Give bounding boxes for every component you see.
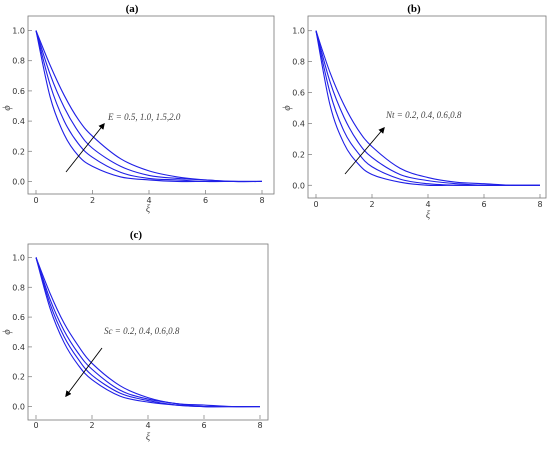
y-tick-label: 0.0: [12, 177, 25, 186]
x-tick-label: 8: [257, 421, 262, 430]
panel-b-title: (b): [407, 3, 421, 15]
panel-a-xlabel: ξ: [146, 204, 151, 215]
x-tick-label: 6: [203, 196, 208, 205]
panel-a-yticks: 0.0 0.2 0.4 0.6 0.8 1.0: [12, 27, 32, 186]
series-line-3: [315, 30, 540, 186]
y-tick-label: 0.8: [292, 58, 305, 67]
x-tick-label: 0: [33, 196, 38, 205]
series-line-4: [315, 30, 541, 186]
panel-c-frame: [27, 243, 269, 421]
panel-b-xticks: 0 2 4 6 8: [313, 194, 543, 209]
y-tick-label: 0.2: [12, 373, 25, 382]
y-tick-label: 0.0: [12, 403, 25, 412]
panel-c-yticks: 0.0 0.2 0.4 0.6 0.8 1.0: [12, 253, 32, 412]
x-tick-label: 0: [313, 200, 318, 209]
x-tick-label: 8: [537, 200, 542, 209]
y-tick-label: 0.2: [292, 150, 305, 159]
panel-b: (b) 0.0 0.2 0.4 0.6 0.8 1.0 0 2 4 6 8 ϕ ξ Nt = 0.…: [282, 3, 547, 221]
panel-c: (c) 0.0 0.2 0.4 0.6 0.8 1.0 0 2 4 6 8 ϕ ξ Sc = 0.…: [2, 229, 269, 443]
y-tick-label: 1.0: [12, 27, 25, 36]
panel-b-arrow: [344, 126, 385, 175]
y-tick-label: 0.4: [12, 117, 25, 126]
x-tick-label: 4: [425, 200, 430, 209]
y-tick-label: 0.6: [12, 313, 25, 322]
panel-a: (a) 0.0 0.2 0.4 0.6 0.8 1.0 0 2 4 6 8 ϕ ξ E = 0.5…: [2, 3, 275, 215]
series-line-1: [35, 257, 261, 408]
panel-c-xlabel: ξ: [146, 432, 151, 443]
x-tick-label: 4: [146, 196, 151, 205]
y-tick-label: 0.0: [292, 181, 305, 190]
panel-b-curves: [315, 30, 541, 187]
series-line-2: [315, 30, 540, 186]
y-tick-label: 0.2: [12, 147, 25, 156]
panel-a-frame: [27, 15, 275, 195]
panel-a-arrow: [65, 122, 105, 173]
series-line-1: [315, 30, 540, 187]
y-tick-label: 0.4: [292, 119, 305, 128]
series-line-4: [35, 30, 263, 183]
series-line-2: [35, 30, 262, 183]
y-tick-label: 0.6: [292, 89, 305, 98]
panel-b-annotation: Nt = 0.2, 0.4, 0.6,0.8: [385, 110, 462, 120]
panel-c-ylabel: ϕ: [2, 329, 13, 334]
x-tick-label: 6: [481, 200, 486, 209]
y-tick-label: 1.0: [292, 27, 305, 36]
panel-a-title: (a): [126, 3, 139, 15]
panel-c-curves: [35, 257, 261, 408]
y-tick-label: 0.8: [12, 283, 25, 292]
x-tick-label: 2: [89, 421, 94, 430]
panel-b-frame: [307, 15, 547, 199]
panel-c-title: (c): [130, 229, 143, 241]
y-tick-label: 1.0: [12, 253, 25, 262]
x-tick-label: 4: [145, 421, 150, 430]
series-line-4: [35, 257, 260, 408]
panel-c-xticks: 0 2 4 6 8: [33, 415, 263, 430]
panel-c-annotation: Sc = 0.2, 0.4, 0.6,0.8: [104, 326, 180, 336]
panel-b-xlabel: ξ: [426, 210, 431, 221]
panel-a-xticks: 0 2 4 6 8: [33, 190, 265, 205]
x-tick-label: 6: [201, 421, 206, 430]
x-tick-label: 2: [369, 200, 374, 209]
x-tick-label: 0: [33, 421, 38, 430]
panel-b-yticks: 0.0 0.2 0.4 0.6 0.8 1.0: [292, 27, 312, 190]
panel-a-annotation: E = 0.5, 1.0, 1.5,2.0: [107, 112, 181, 122]
y-tick-label: 0.8: [12, 57, 25, 66]
panel-a-ylabel: ϕ: [2, 105, 13, 110]
y-tick-label: 0.6: [12, 87, 25, 96]
panel-c-arrow: [65, 347, 103, 398]
panel-a-curves: [35, 30, 263, 183]
x-tick-label: 2: [90, 196, 95, 205]
x-tick-label: 8: [259, 196, 264, 205]
y-tick-label: 0.4: [12, 343, 25, 352]
panel-b-ylabel: ϕ: [282, 105, 293, 110]
